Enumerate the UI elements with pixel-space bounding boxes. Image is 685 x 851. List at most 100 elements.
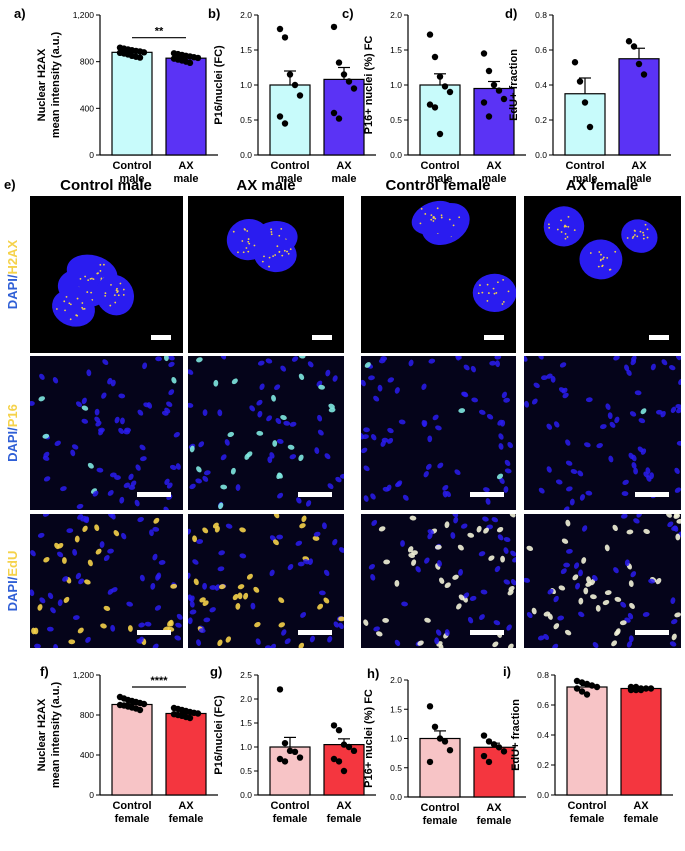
- micrograph-tile: [188, 196, 344, 353]
- h2ax-focus: [110, 284, 112, 286]
- nucleus: [531, 398, 538, 405]
- nucleus: [101, 392, 107, 399]
- h2ax-focus: [99, 263, 102, 266]
- nucleus: [52, 377, 59, 384]
- nucleus: [421, 383, 427, 390]
- nucleus: [119, 496, 125, 504]
- nucleus: [217, 409, 223, 417]
- nucleus: [272, 539, 279, 546]
- data-point: [281, 120, 289, 127]
- nucleus: [253, 586, 260, 593]
- h2ax-focus: [419, 222, 422, 225]
- nucleus: [424, 617, 431, 623]
- nucleus: [676, 407, 681, 414]
- h2ax-focus: [502, 301, 505, 303]
- nucleus: [675, 404, 681, 409]
- nucleus: [50, 607, 56, 614]
- h2ax-focus: [497, 281, 499, 284]
- h2ax-focus: [90, 291, 93, 294]
- category-label: AX: [631, 160, 647, 172]
- category-label: Control: [565, 160, 604, 172]
- data-point: [281, 739, 289, 747]
- nucleus: [377, 384, 383, 392]
- nucleus: [507, 643, 514, 648]
- nucleus: [54, 440, 61, 446]
- nucleus: [324, 453, 331, 460]
- nucleus: [188, 617, 193, 625]
- scale-bar: [635, 492, 669, 497]
- data-point: [335, 727, 343, 734]
- row-label-marker: EdU: [5, 551, 20, 577]
- chart-a: a) 0 400 800 1,200 Nuclear H2AX mean intensity…: [14, 6, 218, 185]
- h2ax-focus: [69, 303, 72, 306]
- nucleus: [592, 641, 599, 648]
- y-tick-label: 1.5: [390, 704, 402, 714]
- nucleus: [361, 379, 366, 387]
- h2ax-focus: [601, 264, 604, 267]
- nucleus: [675, 356, 681, 361]
- nucleus: [671, 525, 678, 531]
- nucleus: [188, 528, 192, 535]
- h2ax-focus: [237, 251, 239, 254]
- h2ax-focus: [600, 253, 602, 256]
- nucleus: [492, 641, 499, 648]
- data-point: [436, 130, 444, 138]
- nucleus: [442, 484, 449, 491]
- nucleus: [38, 396, 46, 402]
- nucleus: [259, 383, 265, 391]
- nucleus: [645, 467, 651, 475]
- data-point: [426, 758, 434, 766]
- nucleus: [209, 607, 216, 613]
- data-point: [593, 683, 601, 691]
- h2ax-focus: [97, 272, 99, 275]
- data-point: [485, 758, 493, 766]
- nucleus: [626, 369, 632, 376]
- nucleus: [332, 538, 338, 546]
- nucleus: [561, 538, 569, 544]
- y-tick-label: 2.0: [240, 10, 252, 20]
- nucleus: [638, 418, 646, 424]
- nucleus: [378, 358, 386, 364]
- y-axis-label: EdU+ fraction: [510, 699, 522, 771]
- column-title: AX female: [566, 177, 639, 194]
- y-axis-label: EdU+ fraction: [508, 49, 520, 121]
- nucleus: [78, 578, 85, 585]
- nucleus: [196, 357, 203, 363]
- nucleus: [168, 619, 174, 627]
- nucleus: [604, 590, 612, 596]
- category-label: AX: [336, 160, 352, 172]
- nucleus: [510, 579, 516, 586]
- nucleus: [134, 499, 140, 507]
- nucleus: [526, 545, 534, 551]
- nucleus: [553, 623, 560, 630]
- nucleus: [417, 640, 424, 646]
- nucleus: [124, 427, 131, 433]
- bar: [165, 57, 207, 156]
- nucleus: [287, 444, 295, 450]
- h2ax-focus: [458, 216, 461, 219]
- nucleus: [257, 360, 265, 366]
- data-point: [632, 686, 640, 694]
- nucleus: [231, 378, 238, 385]
- data-point: [625, 38, 633, 45]
- nucleus: [676, 518, 681, 524]
- micrograph-grid: e) Control male AX male Control female AX fe…: [4, 177, 681, 648]
- nucleus: [640, 408, 647, 415]
- row-label-dapi: DAPI: [5, 580, 20, 611]
- nucleus: [642, 612, 650, 617]
- nucleus: [614, 596, 622, 602]
- nucleus: [452, 574, 459, 580]
- nucleus: [577, 470, 584, 477]
- nucleus: [669, 641, 677, 647]
- data-point: [281, 758, 289, 765]
- nucleus: [368, 563, 375, 570]
- nucleus: [176, 613, 183, 620]
- nucleus: [489, 360, 497, 366]
- nucleus: [510, 550, 516, 557]
- nucleus: [296, 497, 302, 504]
- nucleus: [401, 601, 408, 607]
- data-point: [480, 50, 488, 57]
- nucleus: [264, 645, 272, 648]
- h2ax-focus: [109, 304, 112, 307]
- nucleus: [435, 425, 442, 431]
